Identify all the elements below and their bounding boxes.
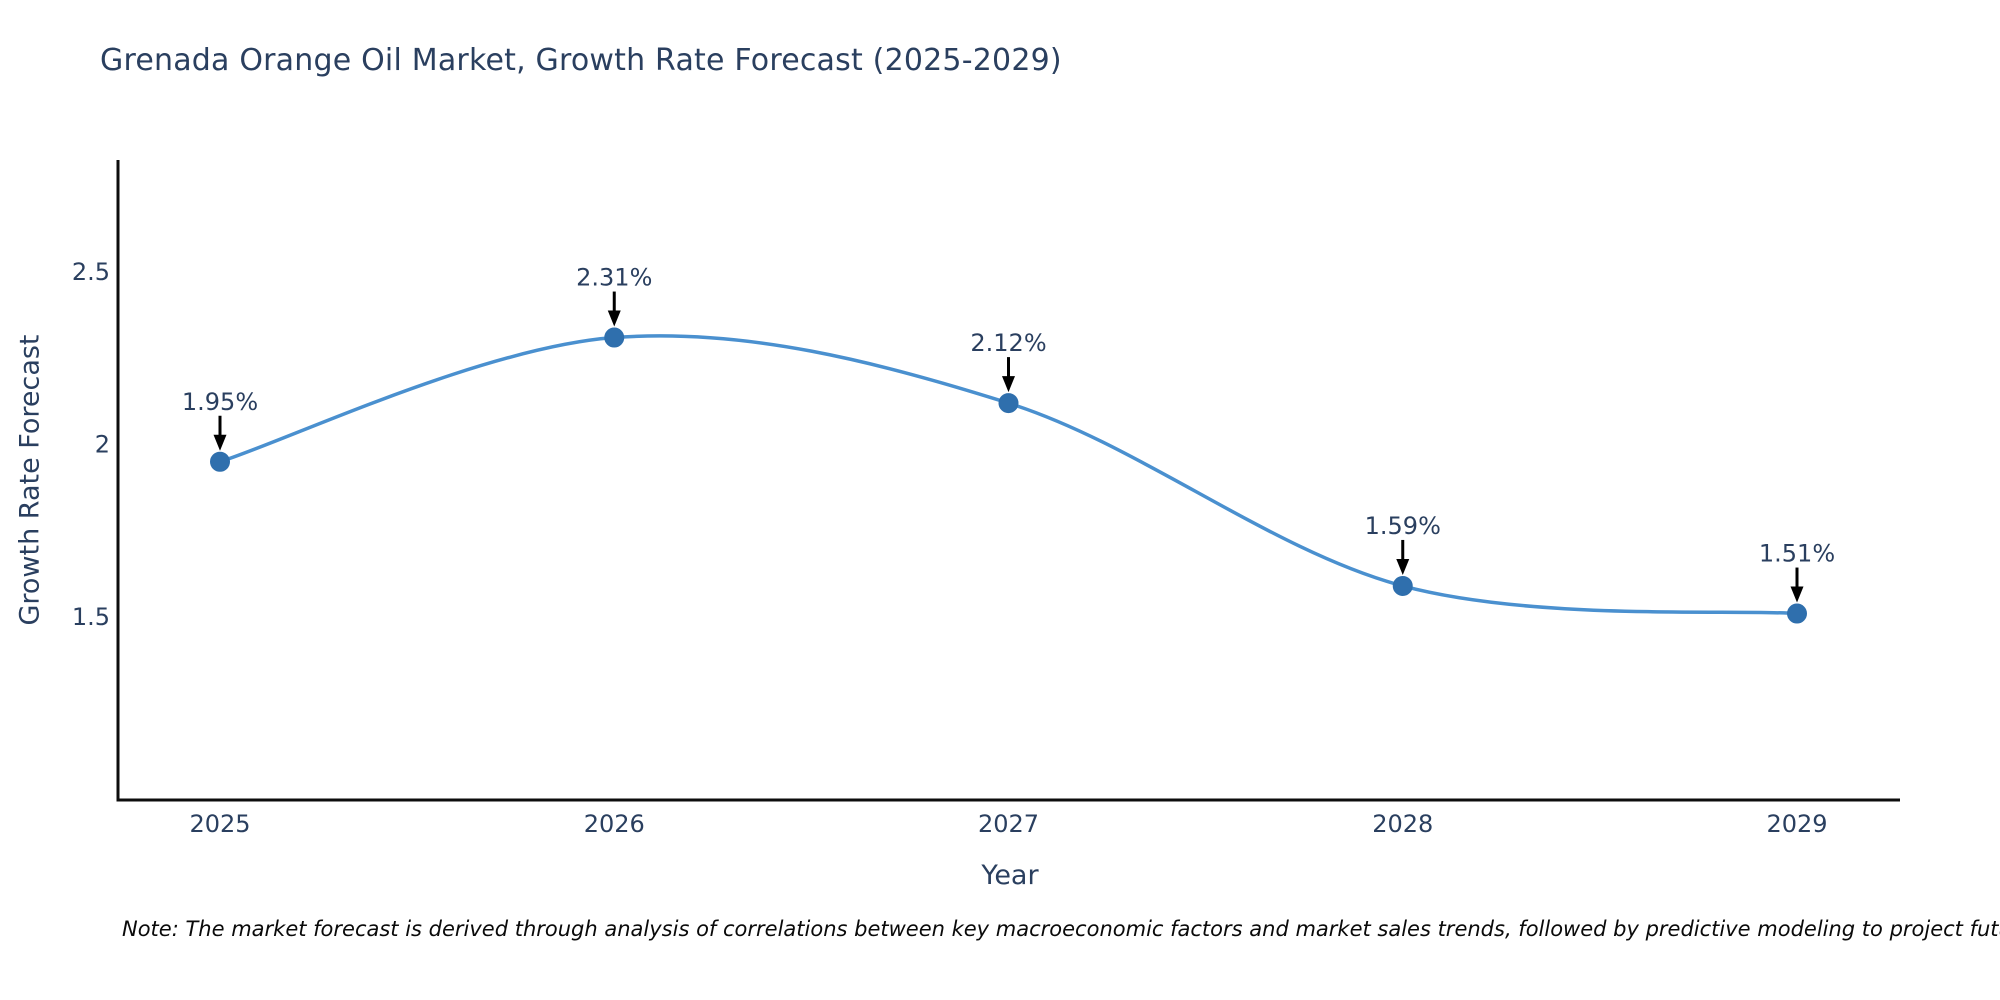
x-tick-label: 2028 bbox=[1372, 810, 1433, 838]
y-tick-label: 2 bbox=[95, 431, 110, 459]
data-point-marker bbox=[1392, 575, 1413, 596]
annotation-arrow-head bbox=[1396, 558, 1410, 575]
x-axis-title: Year bbox=[981, 860, 1039, 891]
data-point-label: 1.51% bbox=[1759, 540, 1835, 568]
x-tick-label: 2029 bbox=[1766, 810, 1827, 838]
y-tick-label: 2.5 bbox=[72, 258, 110, 286]
data-point-marker bbox=[604, 327, 625, 348]
annotation-arrow-head bbox=[607, 310, 621, 327]
footnote: Note: The market forecast is derived thr… bbox=[122, 917, 2000, 941]
y-axis-title: Growth Rate Forecast bbox=[14, 334, 46, 626]
annotation-arrow-head bbox=[1002, 376, 1015, 393]
data-point-marker bbox=[1787, 603, 1807, 624]
data-point-label: 1.95% bbox=[182, 388, 258, 416]
x-tick-label: 2026 bbox=[584, 810, 645, 838]
x-tick-label: 2027 bbox=[978, 810, 1039, 838]
data-point-label: 2.12% bbox=[970, 329, 1046, 357]
annotation-arrow-head bbox=[1790, 586, 1804, 603]
data-point-marker bbox=[998, 393, 1019, 414]
data-point-label: 1.59% bbox=[1365, 512, 1441, 540]
y-tick-label: 1.5 bbox=[72, 603, 110, 631]
annotation-arrow-head bbox=[213, 434, 227, 451]
chart-title: Grenada Orange Oil Market, Growth Rate F… bbox=[100, 43, 1062, 78]
data-point-label: 2.31% bbox=[576, 264, 652, 292]
data-point-marker bbox=[210, 451, 230, 472]
x-tick-label: 2025 bbox=[189, 810, 250, 838]
